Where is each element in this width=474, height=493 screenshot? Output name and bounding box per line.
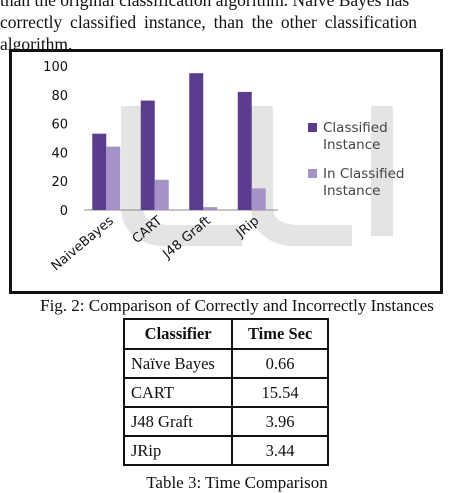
bar	[154, 179, 169, 210]
y-tick-label: 0	[60, 204, 68, 219]
table-cell-time: 0.66	[231, 348, 329, 379]
column-header-time: Time Sec	[231, 318, 329, 350]
y-tick-label: 60	[51, 118, 68, 133]
legend-entry: Instance	[323, 137, 380, 153]
time-comparison-table: Classifier Time Sec Naïve Bayes 0.66 CAR…	[122, 318, 329, 466]
x-tick-label: J48 Graft	[159, 214, 213, 263]
figure-caption: Fig. 2: Comparison of Correctly and Inco…	[40, 296, 434, 315]
table-cell-classifier: Naïve Bayes	[122, 348, 234, 379]
table-row: JRip 3.44	[122, 435, 329, 466]
column-header-classifier: Classifier	[122, 318, 234, 350]
body-paragraph: than the original classification algorit…	[0, 0, 474, 55]
bar	[92, 133, 107, 210]
legend-swatch	[308, 169, 317, 178]
legend-entry: Instance	[323, 183, 380, 199]
bar	[189, 73, 204, 210]
bar	[237, 91, 252, 210]
table-cell-classifier: JRip	[122, 435, 234, 466]
x-tick-label: NaiveBayes	[49, 213, 117, 274]
table-cell-time: 15.54	[231, 377, 329, 408]
x-tick-label: JRip	[233, 214, 262, 242]
y-tick-label: 100	[43, 60, 68, 75]
table-row: J48 Graft 3.96	[122, 406, 329, 437]
bar	[140, 100, 155, 210]
y-tick-label: 40	[51, 146, 68, 161]
table-cell-time: 3.96	[231, 406, 329, 437]
table-row: CART 15.54	[122, 377, 329, 408]
table-caption: Table 3: Time Comparison	[146, 473, 328, 492]
table-cell-classifier: J48 Graft	[122, 406, 234, 437]
y-tick-label: 20	[51, 175, 68, 190]
figure-frame: 0 20 40 60 80 100 NaiveBayes CART J48 Graft JRip C…	[9, 49, 443, 294]
y-tick-label: 80	[51, 89, 68, 104]
legend-entry: In Classified	[323, 166, 404, 182]
table-header-row: Classifier Time Sec	[122, 318, 329, 350]
paragraph-line: than the original classification algorit…	[0, 0, 410, 10]
table-cell-time: 3.44	[231, 435, 329, 466]
legend-swatch	[308, 123, 317, 132]
paragraph-line: correctly classified instance, than the …	[0, 12, 418, 32]
table-row: Naïve Bayes 0.66	[122, 348, 329, 379]
bar	[251, 188, 266, 210]
table-cell-classifier: CART	[122, 377, 234, 408]
bar	[203, 207, 218, 210]
x-tick-label: CART	[130, 214, 166, 247]
legend-entry: Classified	[323, 120, 388, 136]
bar	[106, 146, 121, 210]
